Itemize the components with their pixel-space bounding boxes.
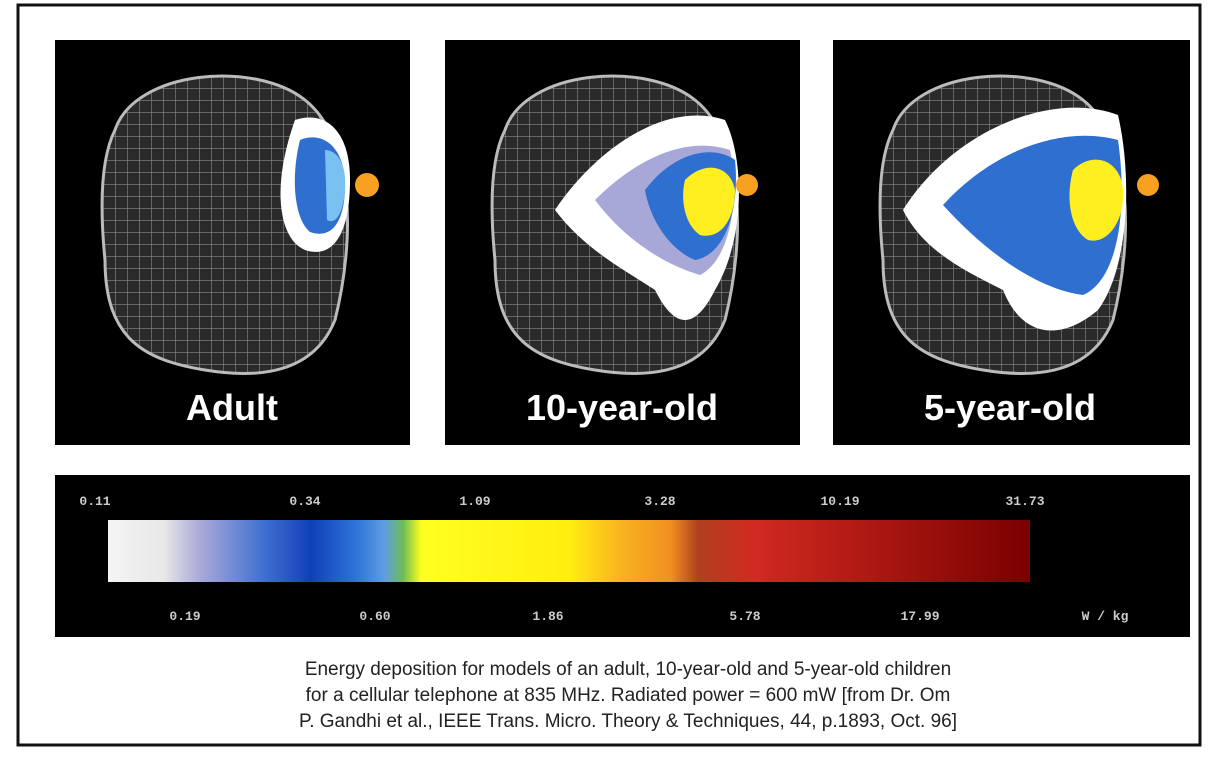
- panel: 10-year-old: [445, 40, 800, 445]
- unit-label: W / kg: [1082, 609, 1129, 624]
- colorbar: 0.11 0.34 1.09 3.28 10.19 31.73 0.19 0.6…: [55, 475, 1190, 637]
- color-scale: [108, 520, 1030, 582]
- scale-label: 0.34: [289, 494, 320, 509]
- panel-label: 5-year-old: [924, 387, 1096, 428]
- scale-label: 31.73: [1005, 494, 1044, 509]
- scale-label: 10.19: [820, 494, 859, 509]
- panel: 5-year-old: [833, 40, 1190, 445]
- panel-label: 10-year-old: [526, 387, 718, 428]
- panel-label: Adult: [186, 387, 278, 428]
- caption-line: for a cellular telephone at 835 MHz. Rad…: [306, 685, 951, 706]
- scale-label: 0.60: [359, 609, 390, 624]
- scale-label: 17.99: [900, 609, 939, 624]
- scale-label: 3.28: [644, 494, 675, 509]
- caption-line: P. Gandhi et al., IEEE Trans. Micro. The…: [299, 711, 957, 732]
- scale-label: 0.11: [79, 494, 110, 509]
- caption-line: Energy deposition for models of an adult…: [305, 659, 951, 680]
- scale-label: 1.09: [459, 494, 490, 509]
- scale-label: 1.86: [532, 609, 563, 624]
- panel: Adult: [55, 40, 410, 445]
- scale-label: 0.19: [169, 609, 200, 624]
- scale-label: 5.78: [729, 609, 760, 624]
